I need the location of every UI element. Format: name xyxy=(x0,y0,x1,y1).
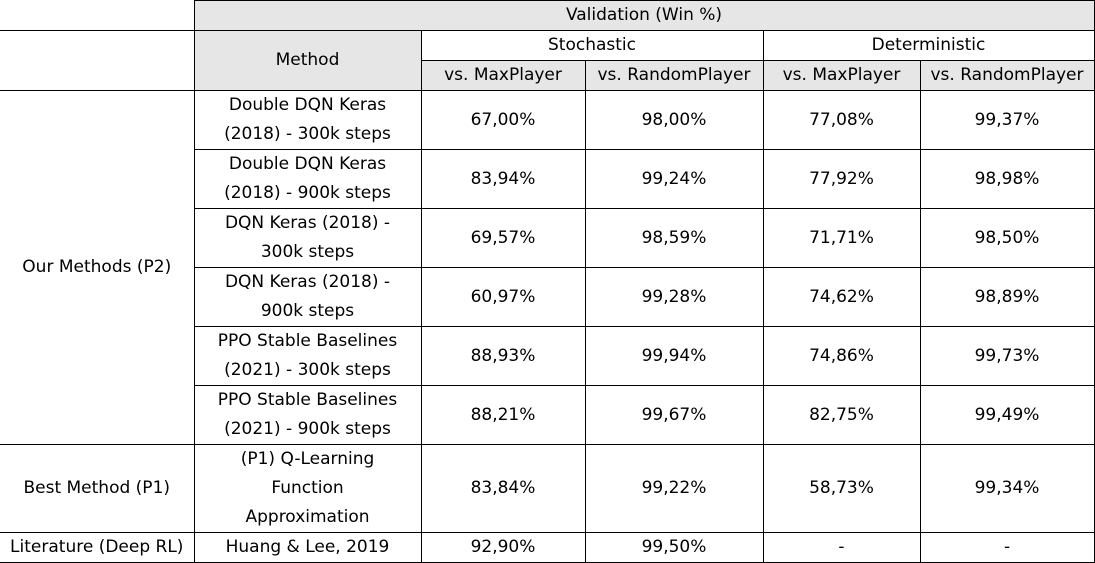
table-row: PPO Stable Baselines (2021) - 900k steps… xyxy=(0,385,1095,445)
method-line: (2018) - 900k steps xyxy=(224,183,391,203)
stochastic-vs-random-value: 98,00% xyxy=(584,90,764,150)
deterministic-vs-max-value: 58,73% xyxy=(762,444,921,533)
table-row: DQN Keras (2018) - 900k steps 60,97% 99,… xyxy=(0,267,1095,327)
method-cell: (P1) Q-Learning Function Approximation xyxy=(193,444,422,533)
stochastic-vs-random-value: 99,50% xyxy=(584,532,764,563)
method-cell: Double DQN Keras (2018) - 900k steps xyxy=(193,149,422,209)
method-header: Method xyxy=(193,30,422,91)
stochastic-vs-max-value: 60,97% xyxy=(420,267,586,327)
method-cell: PPO Stable Baselines (2021) - 900k steps xyxy=(193,385,422,445)
deterministic-vs-random-header: vs. RandomPlayer xyxy=(919,60,1095,91)
group-label-literature: Literature (Deep RL) xyxy=(0,532,195,563)
method-line: PPO Stable Baselines xyxy=(217,390,398,410)
deterministic-vs-random-value: 99,73% xyxy=(919,326,1095,386)
stochastic-vs-max-value: 92,90% xyxy=(420,532,586,563)
header-row-3: vs. MaxPlayer vs. RandomPlayer vs. MaxPl… xyxy=(0,60,1095,91)
stochastic-vs-random-value: 98,59% xyxy=(584,208,764,268)
method-line: 900k steps xyxy=(260,301,355,321)
method-line: (2021) - 300k steps xyxy=(224,360,391,380)
method-line: Double DQN Keras xyxy=(228,154,387,174)
deterministic-vs-random-value: 99,49% xyxy=(919,385,1095,445)
stochastic-vs-random-value: 99,24% xyxy=(584,149,764,209)
deterministic-vs-max-value: 71,71% xyxy=(762,208,921,268)
deterministic-vs-max-value: 74,62% xyxy=(762,267,921,327)
stochastic-vs-random-header: vs. RandomPlayer xyxy=(584,60,764,91)
deterministic-header: Deterministic xyxy=(762,30,1095,61)
table-row: DQN Keras (2018) - 300k steps 69,57% 98,… xyxy=(0,208,1095,268)
table-row: PPO Stable Baselines (2021) - 300k steps… xyxy=(0,326,1095,386)
group-label-ours: Our Methods (P2) xyxy=(0,90,195,445)
stochastic-header: Stochastic xyxy=(420,30,764,61)
deterministic-vs-random-value: 99,37% xyxy=(919,90,1095,150)
method-line: DQN Keras (2018) - xyxy=(224,272,391,292)
method-cell: PPO Stable Baselines (2021) - 300k steps xyxy=(193,326,422,386)
header-row-2: Method Stochastic Deterministic xyxy=(0,30,1095,91)
table-row: Our Methods (P2) Double DQN Keras (2018)… xyxy=(0,90,1095,445)
stochastic-vs-max-value: 88,93% xyxy=(420,326,586,386)
table-row: Literature (Deep RL) Huang & Lee, 2019 9… xyxy=(0,532,1095,563)
method-line: DQN Keras (2018) - xyxy=(224,213,391,233)
deterministic-vs-max-value: 77,92% xyxy=(762,149,921,209)
method-cell: Double DQN Keras (2018) - 300k steps xyxy=(193,90,422,150)
method-line: (2021) - 900k steps xyxy=(224,419,391,439)
stochastic-vs-random-value: 99,28% xyxy=(584,267,764,327)
header-row-1: Validation (Win %) xyxy=(0,0,1095,31)
deterministic-vs-random-value: - xyxy=(919,532,1095,563)
stochastic-vs-max-value: 88,21% xyxy=(420,385,586,445)
deterministic-vs-max-header: vs. MaxPlayer xyxy=(762,60,921,91)
deterministic-vs-random-value: 99,34% xyxy=(919,444,1095,533)
deterministic-vs-random-value: 98,89% xyxy=(919,267,1095,327)
method-line: Double DQN Keras xyxy=(228,95,387,115)
deterministic-vs-max-value: 82,75% xyxy=(762,385,921,445)
method-line: Approximation xyxy=(245,507,370,527)
method-cell: DQN Keras (2018) - 300k steps xyxy=(193,208,422,268)
method-line: (2018) - 300k steps xyxy=(224,124,391,144)
method-line: PPO Stable Baselines xyxy=(217,331,398,351)
method-cell: Huang & Lee, 2019 xyxy=(193,532,422,563)
deterministic-vs-random-value: 98,50% xyxy=(919,208,1095,268)
method-cell: DQN Keras (2018) - 900k steps xyxy=(193,267,422,327)
empty-corner-bottom xyxy=(0,30,195,91)
empty-corner-top xyxy=(0,0,195,31)
method-line: Function xyxy=(271,478,344,498)
method-line: (P1) Q-Learning xyxy=(240,449,375,469)
deterministic-vs-max-value: - xyxy=(762,532,921,563)
deterministic-vs-max-value: 74,86% xyxy=(762,326,921,386)
deterministic-vs-max-value: 77,08% xyxy=(762,90,921,150)
group-label-best: Best Method (P1) xyxy=(0,444,195,533)
stochastic-vs-random-value: 99,22% xyxy=(584,444,764,533)
stochastic-vs-max-value: 83,94% xyxy=(420,149,586,209)
method-line: 300k steps xyxy=(260,242,355,262)
table-row: Double DQN Keras (2018) - 900k steps 83,… xyxy=(0,149,1095,209)
stochastic-vs-max-value: 69,57% xyxy=(420,208,586,268)
stochastic-vs-random-value: 99,94% xyxy=(584,326,764,386)
stochastic-vs-max-header: vs. MaxPlayer xyxy=(420,60,586,91)
validation-header: Validation (Win %) xyxy=(193,0,1095,31)
stochastic-vs-max-value: 83,84% xyxy=(420,444,586,533)
stochastic-vs-random-value: 99,67% xyxy=(584,385,764,445)
table-row: Best Method (P1) (P1) Q-Learning Functio… xyxy=(0,444,1095,533)
stochastic-vs-max-value: 67,00% xyxy=(420,90,586,150)
deterministic-vs-random-value: 98,98% xyxy=(919,149,1095,209)
